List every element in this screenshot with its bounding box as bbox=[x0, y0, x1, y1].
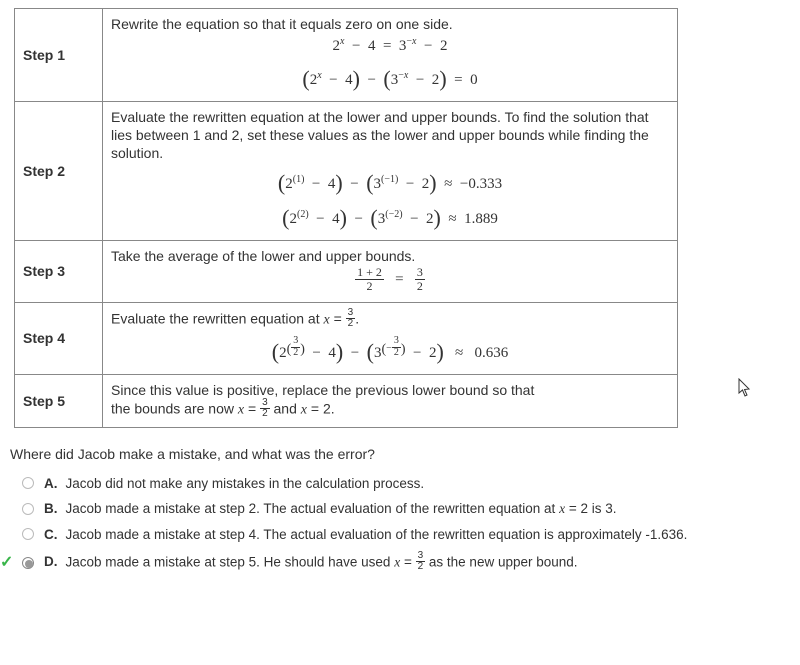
option-text: Jacob did not make any mistakes in the c… bbox=[66, 476, 425, 491]
step-content: Take the average of the lower and upper … bbox=[103, 241, 678, 302]
radio-icon bbox=[22, 477, 34, 489]
option-b[interactable]: B. Jacob made a mistake at step 2. The ac… bbox=[22, 501, 792, 517]
step-label: Step 3 bbox=[15, 241, 103, 302]
text: the bounds are now bbox=[111, 401, 238, 417]
fraction-den: 2 bbox=[260, 409, 270, 420]
fraction-den: 2 bbox=[346, 319, 356, 330]
option-letter: B. bbox=[44, 501, 58, 516]
equation: (2x − 4) − (3−x − 2) = 0 bbox=[111, 60, 669, 93]
table-row: Step 5 Since this value is positive, rep… bbox=[15, 374, 678, 427]
option-text: = bbox=[400, 554, 415, 569]
option-c[interactable]: C. Jacob made a mistake at step 4. The ac… bbox=[22, 527, 792, 542]
option-text: Jacob made a mistake at step 4. The actu… bbox=[66, 527, 688, 542]
equation: (2(2) − 4) − (3(−2) − 2) ≈ 1.889 bbox=[111, 199, 669, 232]
option-text: Jacob made a mistake at step 2. The actu… bbox=[66, 501, 560, 516]
step-content: Evaluate the rewritten equation at the l… bbox=[103, 101, 678, 241]
step-content: Evaluate the rewritten equation at x = 3… bbox=[103, 302, 678, 374]
text: and bbox=[270, 401, 301, 417]
step-desc: Evaluate the rewritten equation at the l… bbox=[111, 108, 669, 163]
option-letter: A. bbox=[44, 476, 58, 491]
cursor-icon bbox=[738, 378, 752, 398]
text: . bbox=[355, 310, 359, 326]
text: = bbox=[330, 310, 346, 326]
option-text: Jacob made a mistake at step 5. He shoul… bbox=[66, 554, 395, 569]
fraction-den: 2 bbox=[415, 280, 425, 293]
step-label: Step 4 bbox=[15, 302, 103, 374]
step-desc: Since this value is positive, replace th… bbox=[111, 381, 669, 421]
check-icon: ✓ bbox=[0, 552, 13, 572]
table-row: Step 2 Evaluate the rewritten equation a… bbox=[15, 101, 678, 241]
eq-value: 0.636 bbox=[475, 345, 509, 361]
options-group: A. Jacob did not make any mistakes in the… bbox=[22, 476, 792, 574]
step-label: Step 5 bbox=[15, 374, 103, 427]
equation: 1 + 22 = 32 bbox=[111, 267, 669, 293]
equation: (2(32) − 4) − (3(−32) − 2) ≈ 0.636 bbox=[111, 333, 669, 366]
step-desc: Take the average of the lower and upper … bbox=[111, 247, 669, 265]
step-content: Since this value is positive, replace th… bbox=[103, 374, 678, 427]
table-row: Step 4 Evaluate the rewritten equation a… bbox=[15, 302, 678, 374]
fraction-den: 2 bbox=[355, 280, 384, 293]
text: = 2. bbox=[307, 401, 335, 417]
radio-icon bbox=[22, 528, 34, 540]
eq-value: −0.333 bbox=[460, 176, 502, 192]
step-label: Step 1 bbox=[15, 9, 103, 102]
table-row: Step 1 Rewrite the equation so that it e… bbox=[15, 9, 678, 102]
text: Since this value is positive, replace th… bbox=[111, 382, 534, 398]
steps-table: Step 1 Rewrite the equation so that it e… bbox=[14, 8, 678, 428]
radio-icon bbox=[22, 557, 34, 569]
equation: (2(1) − 4) − (3(−1) − 2) ≈ −0.333 bbox=[111, 164, 669, 197]
fraction-num: 3 bbox=[415, 266, 425, 280]
step-content: Rewrite the equation so that it equals z… bbox=[103, 9, 678, 102]
fraction-den: 2 bbox=[416, 562, 426, 573]
option-letter: C. bbox=[44, 527, 58, 542]
text: = bbox=[244, 401, 260, 417]
step-desc: Rewrite the equation so that it equals z… bbox=[111, 15, 669, 33]
option-d[interactable]: D. Jacob made a mistake at step 5. He sho… bbox=[22, 552, 792, 574]
radio-icon bbox=[22, 503, 34, 515]
fraction-num: 1 + 2 bbox=[355, 266, 384, 280]
eq-value: 1.889 bbox=[464, 211, 498, 227]
step-label: Step 2 bbox=[15, 101, 103, 241]
equation: 2x − 4 = 3−x − 2 bbox=[111, 35, 669, 58]
option-text: = 2 is 3. bbox=[565, 501, 616, 516]
table-row: Step 3 Take the average of the lower and… bbox=[15, 241, 678, 302]
step-desc: Evaluate the rewritten equation at x = 3… bbox=[111, 309, 669, 331]
option-text: as the new upper bound. bbox=[425, 554, 577, 569]
question-text: Where did Jacob make a mistake, and what… bbox=[10, 446, 792, 462]
option-a[interactable]: A. Jacob did not make any mistakes in the… bbox=[22, 476, 792, 491]
text: Evaluate the rewritten equation at bbox=[111, 310, 323, 326]
option-letter: D. bbox=[44, 554, 58, 569]
